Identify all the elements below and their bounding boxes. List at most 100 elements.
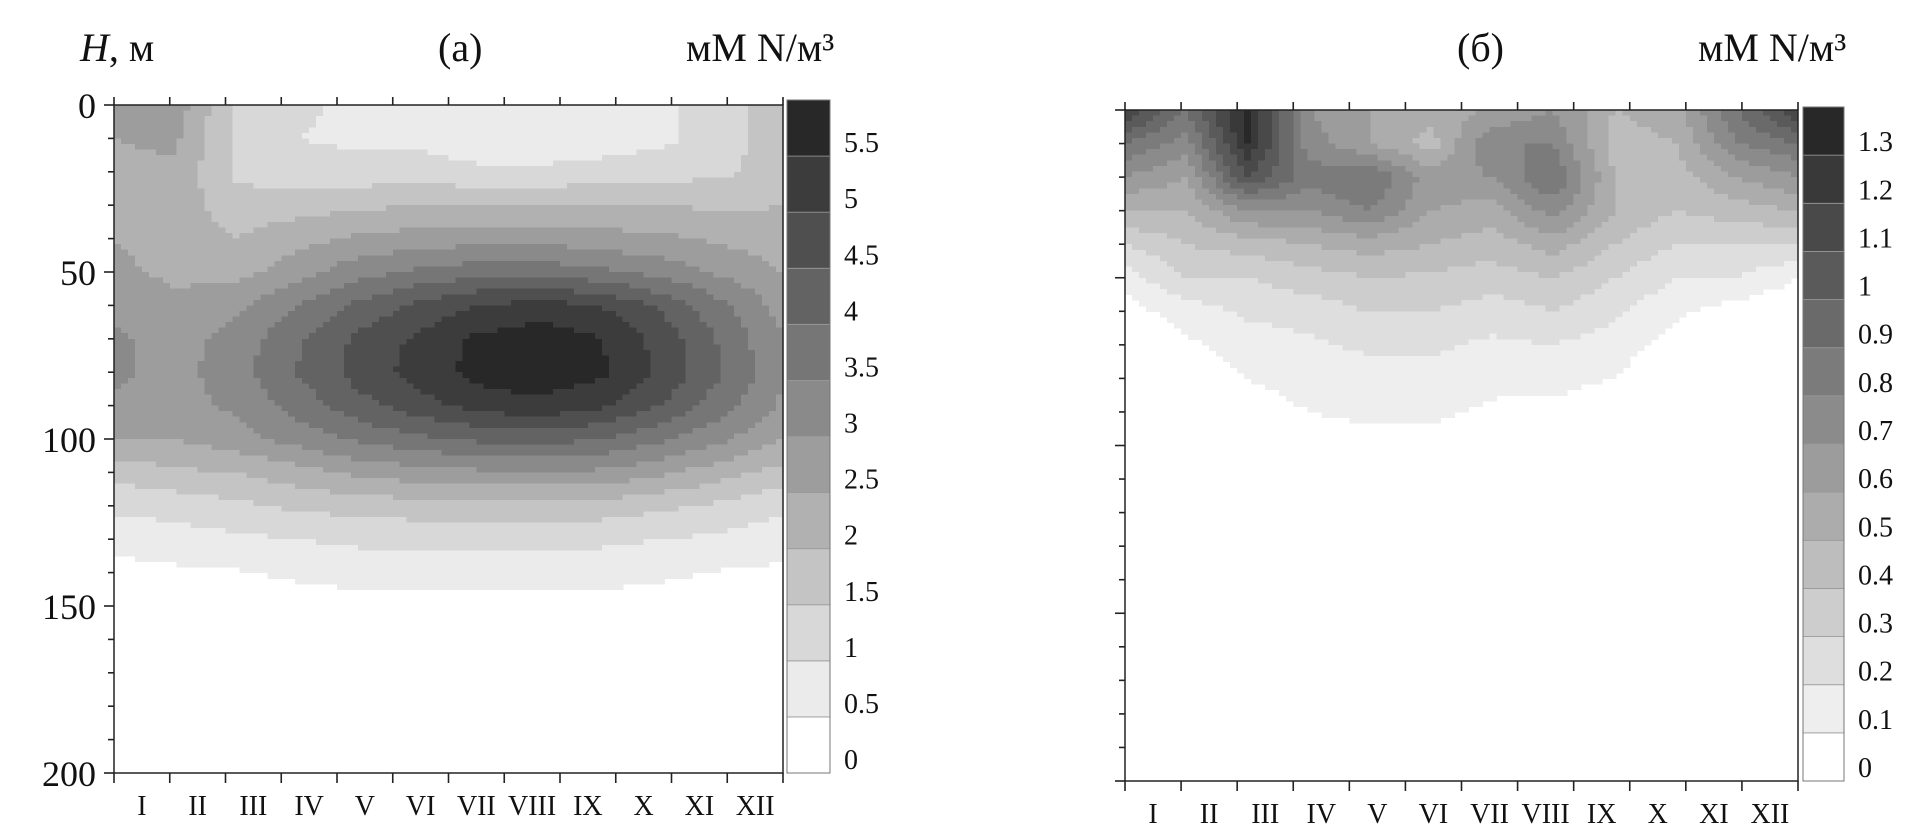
contour-cell: [546, 349, 554, 357]
contour-cell: [302, 383, 310, 390]
contour-cell: [197, 143, 206, 151]
contour-cell: [448, 143, 457, 151]
contour-cell: [685, 266, 694, 273]
contour-cell: [190, 221, 199, 229]
contour-cell: [155, 344, 164, 351]
contour-cell: [713, 372, 721, 379]
contour-cell: [260, 255, 268, 262]
contour-cell: [141, 244, 150, 251]
contour-cell: [490, 127, 498, 134]
contour-cell: [629, 344, 638, 351]
contour-cell: [350, 244, 359, 251]
contour-cell: [594, 177, 603, 184]
contour-cell: [448, 227, 457, 234]
contour-cell: [211, 188, 220, 195]
contour-cell: [511, 260, 519, 268]
contour-cell: [392, 182, 401, 190]
contour-cell: [769, 166, 777, 173]
contour-cell: [455, 322, 464, 329]
contour-cell: [483, 255, 491, 262]
contour-cell: [462, 166, 471, 173]
contour-cell: [267, 143, 275, 151]
contour-cell: [455, 310, 464, 318]
contour-cell: [546, 233, 554, 240]
contour-cell: [183, 266, 192, 273]
contour-cell: [218, 316, 227, 323]
contour-cell: [643, 166, 652, 173]
contour-cell: [141, 272, 150, 279]
contour-cell: [504, 177, 512, 184]
contour-cell: [225, 260, 234, 268]
contour-cell: [232, 238, 241, 245]
contour-cell: [337, 383, 345, 390]
contour-cell: [114, 288, 122, 295]
contour-cell: [197, 299, 206, 306]
contour-cell: [580, 344, 589, 351]
contour-cell: [169, 221, 178, 229]
contour-cell: [692, 233, 700, 240]
contour-cell: [406, 149, 415, 156]
contour-cell: [413, 221, 422, 229]
contour-cell: [580, 255, 589, 262]
contour-cell: [525, 272, 533, 279]
contour-cell: [323, 377, 331, 384]
contour-cell: [539, 349, 547, 357]
contour-cell: [657, 349, 666, 357]
contour-cell: [587, 260, 596, 268]
contour-cell: [197, 116, 206, 123]
contour-cell: [434, 149, 443, 156]
contour-cell: [497, 377, 505, 384]
contour-cell: [539, 249, 547, 256]
contour-cell: [197, 255, 206, 262]
contour-cell: [650, 166, 659, 173]
contour-cell: [232, 272, 241, 279]
contour-cell: [295, 155, 303, 162]
contour-cell: [406, 233, 415, 240]
contour-cell: [755, 383, 763, 390]
contour-cell: [427, 132, 436, 139]
contour-cell: [337, 138, 345, 145]
contour-cell: [685, 227, 694, 234]
contour-cell: [553, 160, 561, 167]
contour-cell: [727, 316, 735, 323]
contour-cell: [420, 166, 429, 173]
contour-cell: [636, 299, 645, 306]
contour-cell: [204, 344, 213, 351]
contour-cell: [497, 277, 505, 284]
contour-cell: [148, 249, 157, 256]
contour-cell: [260, 227, 268, 234]
contour-cell: [225, 177, 234, 184]
contour-cell: [392, 377, 401, 384]
contour-cell: [504, 355, 512, 362]
contour-cell: [114, 255, 122, 262]
contour-cell: [120, 105, 129, 112]
contour-cell: [518, 210, 526, 217]
contour-cell: [566, 205, 575, 212]
contour-cell: [309, 227, 317, 234]
contour-cell: [323, 349, 331, 357]
contour-cell: [239, 127, 248, 134]
contour-cell: [225, 388, 234, 396]
contour-cell: [330, 310, 338, 318]
contour-cell: [615, 121, 624, 128]
contour-cell: [727, 227, 735, 234]
contour-cell: [288, 333, 296, 340]
contour-cell: [560, 299, 568, 306]
contour-cell: [148, 194, 157, 201]
contour-cell: [455, 210, 464, 217]
contour-cell: [225, 182, 234, 190]
contour-cell: [176, 372, 185, 379]
contour-cell: [267, 205, 275, 212]
contour-cell: [120, 110, 129, 117]
contour-cell: [511, 361, 519, 368]
contour-cell: [699, 305, 707, 312]
contour-cell: [169, 127, 178, 134]
contour-cell: [636, 349, 645, 357]
contour-cell: [337, 344, 345, 351]
contour-cell: [699, 388, 707, 396]
contour-cell: [497, 383, 505, 390]
contour-cell: [441, 355, 450, 362]
contour-cell: [587, 121, 596, 128]
contour-cell: [197, 221, 206, 229]
contour-cell: [204, 305, 213, 312]
